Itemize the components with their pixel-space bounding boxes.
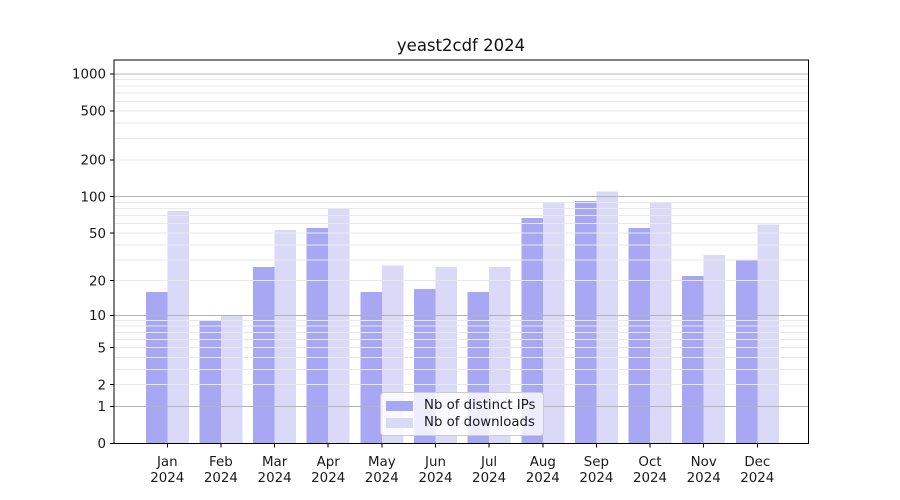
y-tick-label: 50 <box>89 227 106 242</box>
plot-frame <box>113 59 809 444</box>
bar-sep-distinct-ips <box>574 201 597 444</box>
x-tick-label-year: 2024 <box>311 471 345 486</box>
bar-jan-downloads <box>167 211 189 444</box>
x-tick-label-year: 2024 <box>472 471 506 486</box>
chart-title: yeast2cdf 2024 <box>396 36 526 55</box>
x-tick-label-month: Apr <box>317 455 341 470</box>
legend: Nb of distinct IPs Nb of downloads <box>380 392 544 436</box>
x-tick-label-year: 2024 <box>740 471 774 486</box>
x-tick-label-year: 2024 <box>150 471 184 486</box>
y-tick-label: 10 <box>89 309 106 324</box>
y-tick-label: 5 <box>97 341 106 356</box>
y-tick-label: 200 <box>80 154 106 169</box>
legend-label-downloads: Nb of downloads <box>424 415 535 430</box>
x-tick-label-month: Sep <box>584 455 609 470</box>
x-tick-label-month: May <box>368 455 396 470</box>
y-tick-label: 2 <box>97 378 106 393</box>
bar-sep-downloads <box>596 191 618 444</box>
bar-dec-distinct-ips <box>735 259 758 444</box>
x-tick-label-year: 2024 <box>633 471 667 486</box>
bar-nov-downloads <box>703 254 726 444</box>
y-tick-label: 0 <box>97 437 106 452</box>
y-tick-label: 100 <box>80 190 106 205</box>
legend-swatch-downloads <box>386 417 413 428</box>
bar-nov-distinct-ips <box>682 275 704 444</box>
bar-jan-distinct-ips <box>145 292 168 444</box>
bar-apr-distinct-ips <box>306 228 329 444</box>
bar-mar-distinct-ips <box>253 267 275 444</box>
legend-item-downloads: Nb of downloads <box>386 415 537 431</box>
x-tick-label-month: Aug <box>530 455 556 470</box>
x-tick-label-month: Jan <box>156 455 178 470</box>
x-tick-label-month: Nov <box>691 455 717 470</box>
bar-dec-downloads <box>757 224 779 444</box>
x-tick-label-year: 2024 <box>418 471 452 486</box>
x-tick-label-month: Feb <box>209 455 233 470</box>
y-tick-label: 500 <box>80 105 106 120</box>
bar-aug-distinct-ips <box>521 217 543 444</box>
legend-label-distinct-ips: Nb of distinct IPs <box>424 398 536 413</box>
x-tick-label-year: 2024 <box>687 471 721 486</box>
y-tick-label: 1 <box>97 400 106 415</box>
bar-oct-distinct-ips <box>628 228 650 444</box>
legend-swatch-distinct-ips <box>386 400 413 411</box>
bar-feb-downloads <box>220 315 243 444</box>
x-tick-label-month: Jul <box>480 455 497 470</box>
bar-feb-distinct-ips <box>199 320 221 444</box>
x-tick-label-month: Dec <box>744 455 770 470</box>
bar-aug-downloads <box>542 202 565 444</box>
y-tick-label: 1000 <box>72 68 106 83</box>
x-tick-label-month: Oct <box>638 455 661 470</box>
legend-item-distinct-ips: Nb of distinct IPs <box>386 398 537 414</box>
bar-oct-downloads <box>650 202 672 444</box>
x-tick-label-month: Jun <box>424 455 446 470</box>
y-tick-label: 20 <box>89 274 106 289</box>
x-tick-label-year: 2024 <box>204 471 238 486</box>
x-tick-label-month: Mar <box>262 455 288 470</box>
x-tick-label-year: 2024 <box>526 471 560 486</box>
bar-mar-downloads <box>274 230 297 444</box>
x-tick-label-year: 2024 <box>365 471 399 486</box>
x-tick-label-year: 2024 <box>258 471 292 486</box>
bar-may-distinct-ips <box>360 292 382 444</box>
x-tick-label-year: 2024 <box>579 471 613 486</box>
